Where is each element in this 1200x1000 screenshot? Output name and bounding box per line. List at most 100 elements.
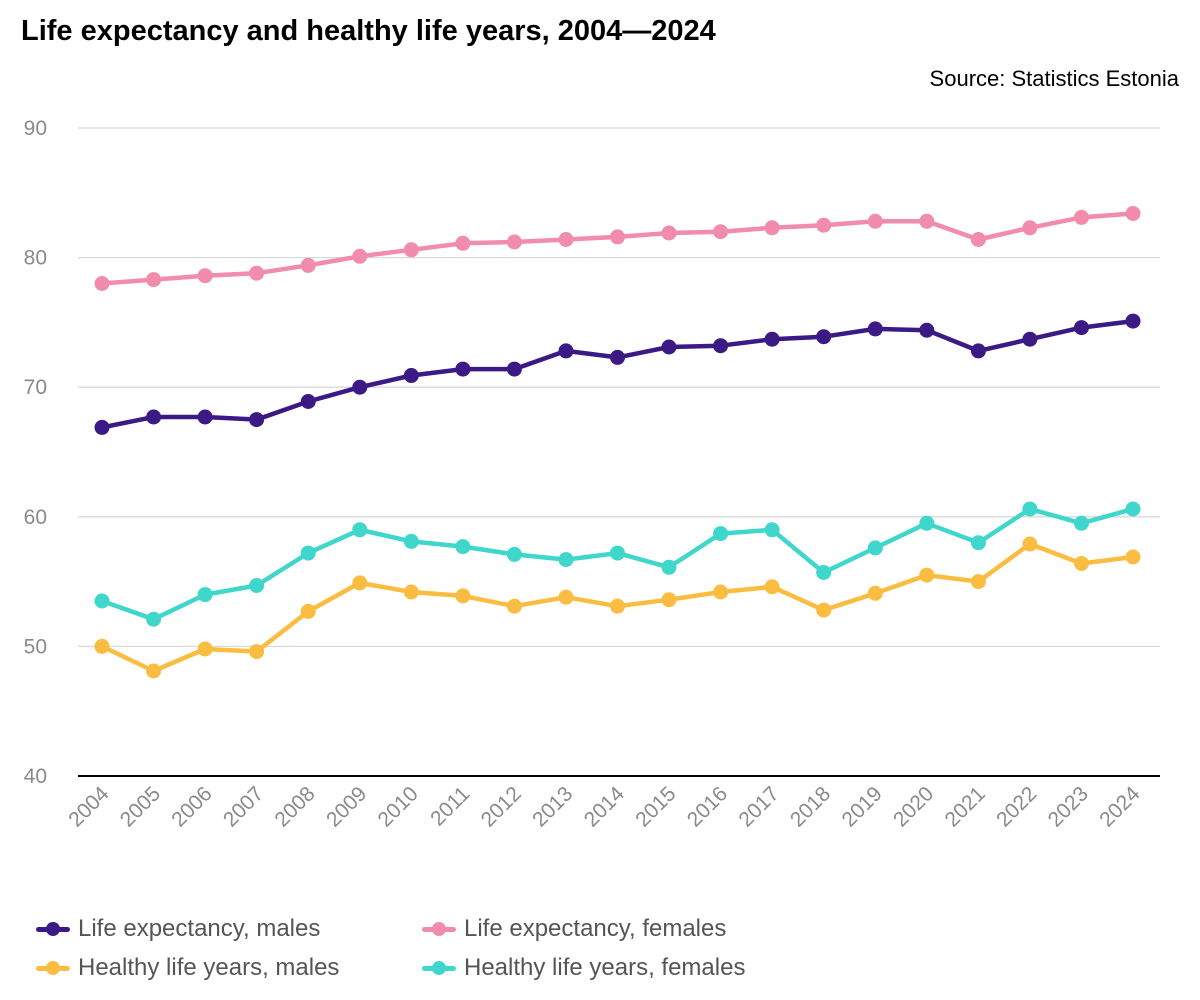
data-point[interactable] bbox=[816, 217, 832, 233]
data-point[interactable] bbox=[506, 234, 522, 250]
y-tick-label: 60 bbox=[24, 506, 47, 529]
data-point[interactable] bbox=[713, 526, 729, 542]
data-point[interactable] bbox=[197, 641, 213, 657]
data-point[interactable] bbox=[970, 535, 986, 551]
data-point[interactable] bbox=[1125, 313, 1141, 329]
data-point[interactable] bbox=[146, 663, 162, 679]
data-point[interactable] bbox=[300, 603, 316, 619]
data-point[interactable] bbox=[970, 232, 986, 247]
legend: Life expectancy, males Life expectancy, f… bbox=[36, 915, 856, 982]
data-point[interactable] bbox=[816, 602, 832, 618]
x-tick-label: 2022 bbox=[992, 782, 1041, 831]
data-point[interactable] bbox=[610, 229, 625, 245]
y-tick-label: 50 bbox=[24, 635, 47, 658]
data-point[interactable] bbox=[146, 272, 162, 288]
data-point[interactable] bbox=[352, 379, 368, 395]
data-point[interactable] bbox=[403, 533, 419, 549]
x-tick-label: 2013 bbox=[528, 782, 577, 831]
data-point[interactable] bbox=[610, 598, 625, 614]
data-point[interactable] bbox=[713, 338, 729, 354]
data-point[interactable] bbox=[919, 515, 935, 531]
data-point[interactable] bbox=[610, 349, 625, 365]
data-point[interactable] bbox=[403, 584, 419, 600]
data-point[interactable] bbox=[970, 574, 986, 590]
data-point[interactable] bbox=[764, 522, 780, 538]
data-point[interactable] bbox=[558, 232, 574, 247]
data-point[interactable] bbox=[506, 546, 522, 562]
legend-item[interactable]: Healthy life years, females bbox=[422, 954, 842, 982]
data-point[interactable] bbox=[867, 321, 883, 337]
data-point[interactable] bbox=[661, 225, 677, 241]
data-point[interactable] bbox=[455, 539, 471, 555]
data-point[interactable] bbox=[558, 552, 574, 568]
data-point[interactable] bbox=[1125, 206, 1141, 221]
data-point[interactable] bbox=[300, 257, 316, 273]
data-point[interactable] bbox=[713, 224, 729, 240]
data-point[interactable] bbox=[506, 598, 522, 614]
data-point[interactable] bbox=[558, 589, 574, 605]
series-1 bbox=[94, 313, 1141, 435]
data-point[interactable] bbox=[94, 638, 110, 654]
x-tick-label: 2011 bbox=[426, 782, 474, 830]
data-point[interactable] bbox=[1125, 501, 1141, 517]
data-point[interactable] bbox=[1074, 515, 1089, 531]
data-point[interactable] bbox=[610, 545, 625, 561]
series-lines bbox=[94, 206, 1141, 679]
data-point[interactable] bbox=[94, 276, 110, 291]
data-point[interactable] bbox=[661, 592, 677, 608]
data-point[interactable] bbox=[146, 611, 162, 627]
data-point[interactable] bbox=[1074, 556, 1089, 571]
data-point[interactable] bbox=[352, 248, 368, 264]
data-point[interactable] bbox=[506, 361, 522, 377]
data-point[interactable] bbox=[558, 343, 574, 359]
data-point[interactable] bbox=[403, 368, 419, 383]
data-point[interactable] bbox=[1074, 209, 1089, 225]
data-point[interactable] bbox=[1022, 220, 1038, 236]
legend-label: Healthy life years, females bbox=[464, 954, 746, 981]
data-point[interactable] bbox=[455, 361, 471, 377]
data-point[interactable] bbox=[197, 587, 213, 603]
data-point[interactable] bbox=[661, 339, 677, 355]
data-point[interactable] bbox=[1074, 320, 1089, 336]
data-point[interactable] bbox=[919, 213, 935, 229]
data-point[interactable] bbox=[403, 242, 419, 258]
data-point[interactable] bbox=[94, 593, 110, 609]
data-point[interactable] bbox=[661, 559, 677, 575]
x-tick-label: 2007 bbox=[219, 782, 268, 831]
data-point[interactable] bbox=[146, 409, 162, 425]
legend-item[interactable]: Life expectancy, females bbox=[422, 915, 842, 943]
data-point[interactable] bbox=[1022, 501, 1038, 517]
data-point[interactable] bbox=[94, 419, 110, 435]
data-point[interactable] bbox=[919, 567, 935, 583]
data-point[interactable] bbox=[455, 235, 471, 251]
data-point[interactable] bbox=[713, 584, 729, 600]
data-point[interactable] bbox=[764, 331, 780, 347]
data-point[interactable] bbox=[867, 540, 883, 556]
x-tick-label: 2005 bbox=[116, 782, 165, 831]
data-point[interactable] bbox=[249, 265, 265, 281]
data-point[interactable] bbox=[300, 394, 316, 409]
data-point[interactable] bbox=[1022, 331, 1038, 347]
data-point[interactable] bbox=[919, 322, 935, 338]
data-point[interactable] bbox=[300, 545, 316, 561]
data-point[interactable] bbox=[816, 565, 832, 580]
data-point[interactable] bbox=[455, 588, 471, 604]
data-point[interactable] bbox=[764, 579, 780, 595]
y-tick-label: 70 bbox=[24, 376, 47, 399]
data-point[interactable] bbox=[352, 575, 368, 591]
data-point[interactable] bbox=[249, 412, 265, 428]
data-point[interactable] bbox=[816, 329, 832, 345]
data-point[interactable] bbox=[197, 409, 213, 425]
data-point[interactable] bbox=[867, 213, 883, 229]
data-point[interactable] bbox=[249, 644, 265, 660]
legend-item[interactable]: Life expectancy, males bbox=[36, 915, 422, 943]
data-point[interactable] bbox=[970, 343, 986, 359]
data-point[interactable] bbox=[1022, 536, 1038, 552]
data-point[interactable] bbox=[352, 522, 368, 538]
data-point[interactable] bbox=[764, 220, 780, 236]
legend-item[interactable]: Healthy life years, males bbox=[36, 954, 422, 982]
data-point[interactable] bbox=[249, 578, 265, 593]
data-point[interactable] bbox=[867, 585, 883, 601]
data-point[interactable] bbox=[1125, 549, 1141, 565]
data-point[interactable] bbox=[197, 268, 213, 284]
